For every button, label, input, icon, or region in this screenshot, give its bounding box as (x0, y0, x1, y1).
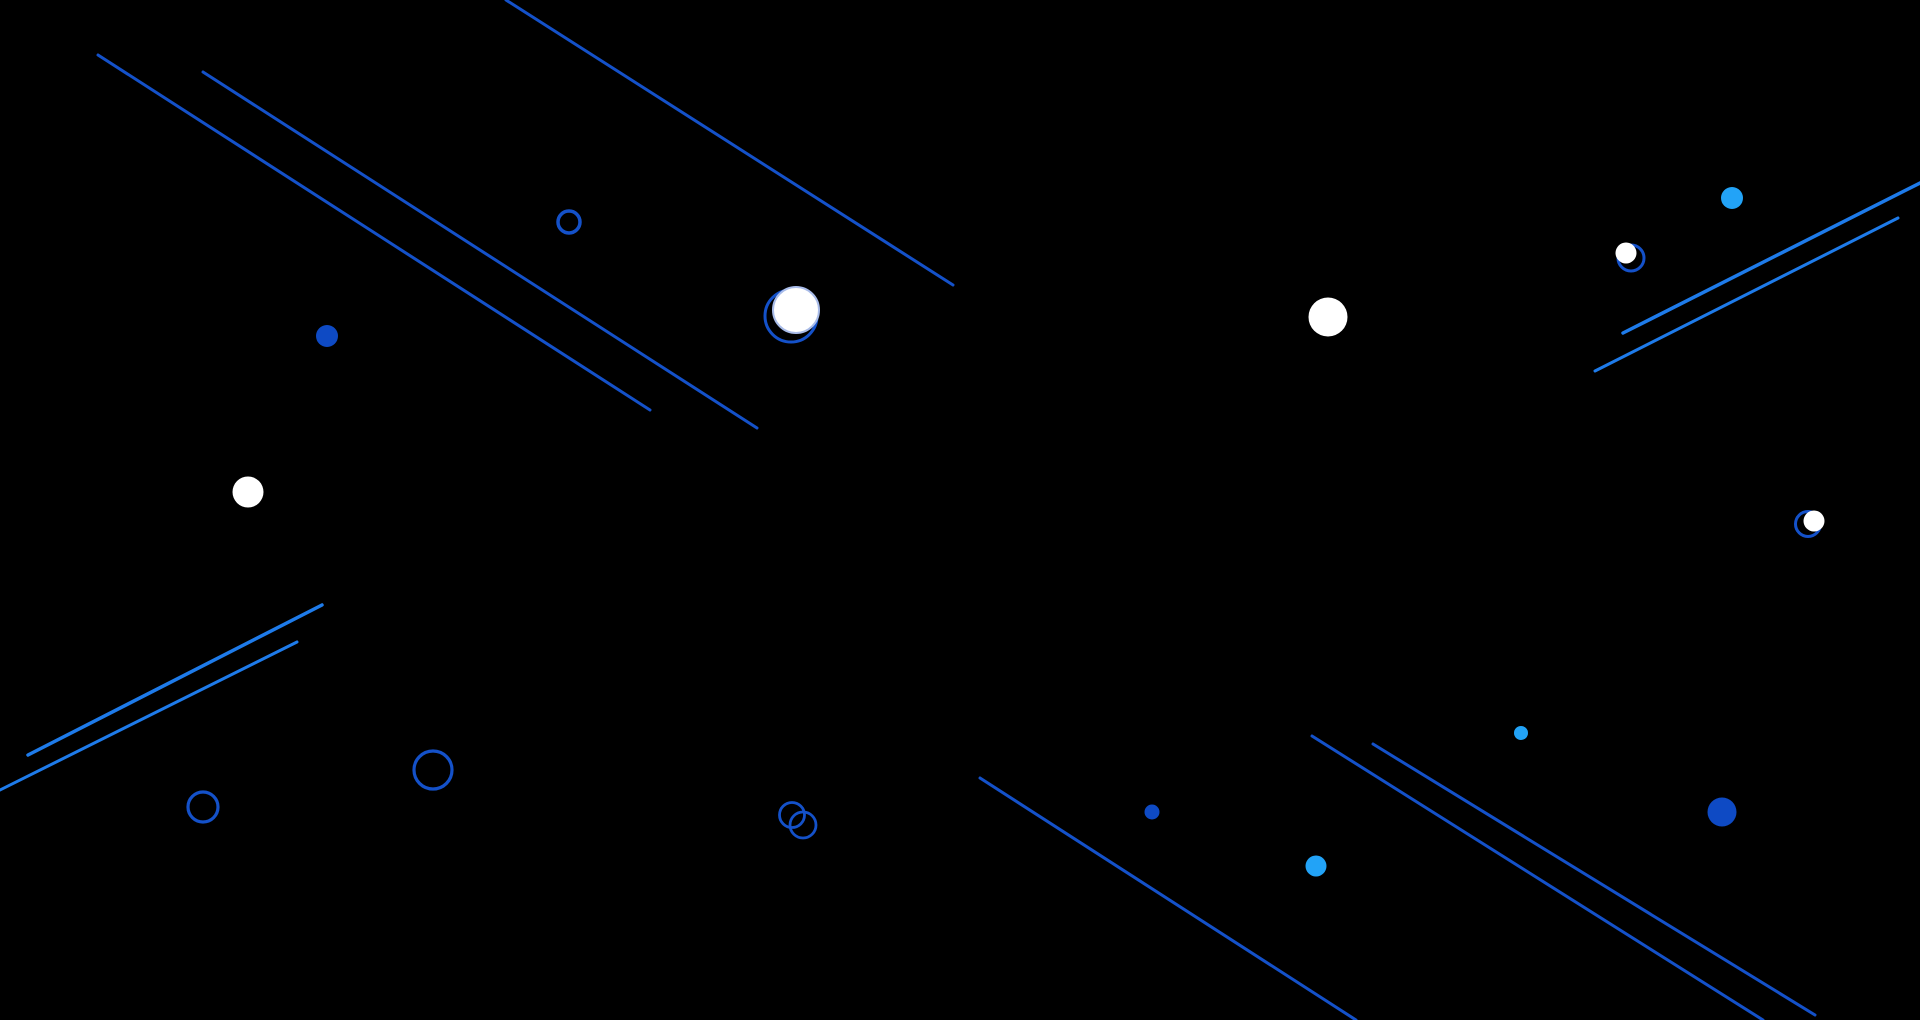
white-circle-big-center-left (772, 286, 820, 334)
diagonal-line-top-right-2 (1593, 216, 1900, 373)
dot-bright-blue-small-right (1514, 726, 1528, 740)
diagonal-line-bottom-left-2 (0, 640, 299, 792)
diagonal-line-bottom-right-2 (1371, 742, 1817, 1017)
dot-royal-blue-left (316, 325, 338, 347)
white-circle-left (232, 476, 264, 508)
diagonal-line-top-right-1 (1621, 181, 1920, 335)
diagonal-line-bottom-right-1 (1310, 734, 1765, 1020)
ring-overlap-left (778, 801, 806, 829)
ring-bottom-left-small (186, 790, 220, 824)
diagonal-line-top-left-2 (201, 70, 759, 430)
diagonal-line-bottom-left-1 (26, 603, 324, 757)
ring-overlap-right (788, 810, 818, 840)
diagonal-line-top-left-1 (96, 53, 652, 412)
dot-bright-blue-bottom-right (1305, 855, 1327, 877)
diagonal-line-top-center (504, 0, 955, 287)
ring-bottom-left-large (412, 749, 454, 791)
ring-top-left-small (556, 209, 582, 235)
dot-royal-blue-bottom-right (1707, 797, 1737, 827)
dot-bright-blue-top-right (1721, 187, 1743, 209)
dot-royal-blue-bottom-center (1144, 804, 1160, 820)
white-circle-center-right (1308, 297, 1348, 337)
white-circle-small-right (1615, 242, 1637, 264)
diagonal-line-bottom-center (978, 776, 1358, 1020)
white-circle-far-right (1803, 510, 1825, 532)
